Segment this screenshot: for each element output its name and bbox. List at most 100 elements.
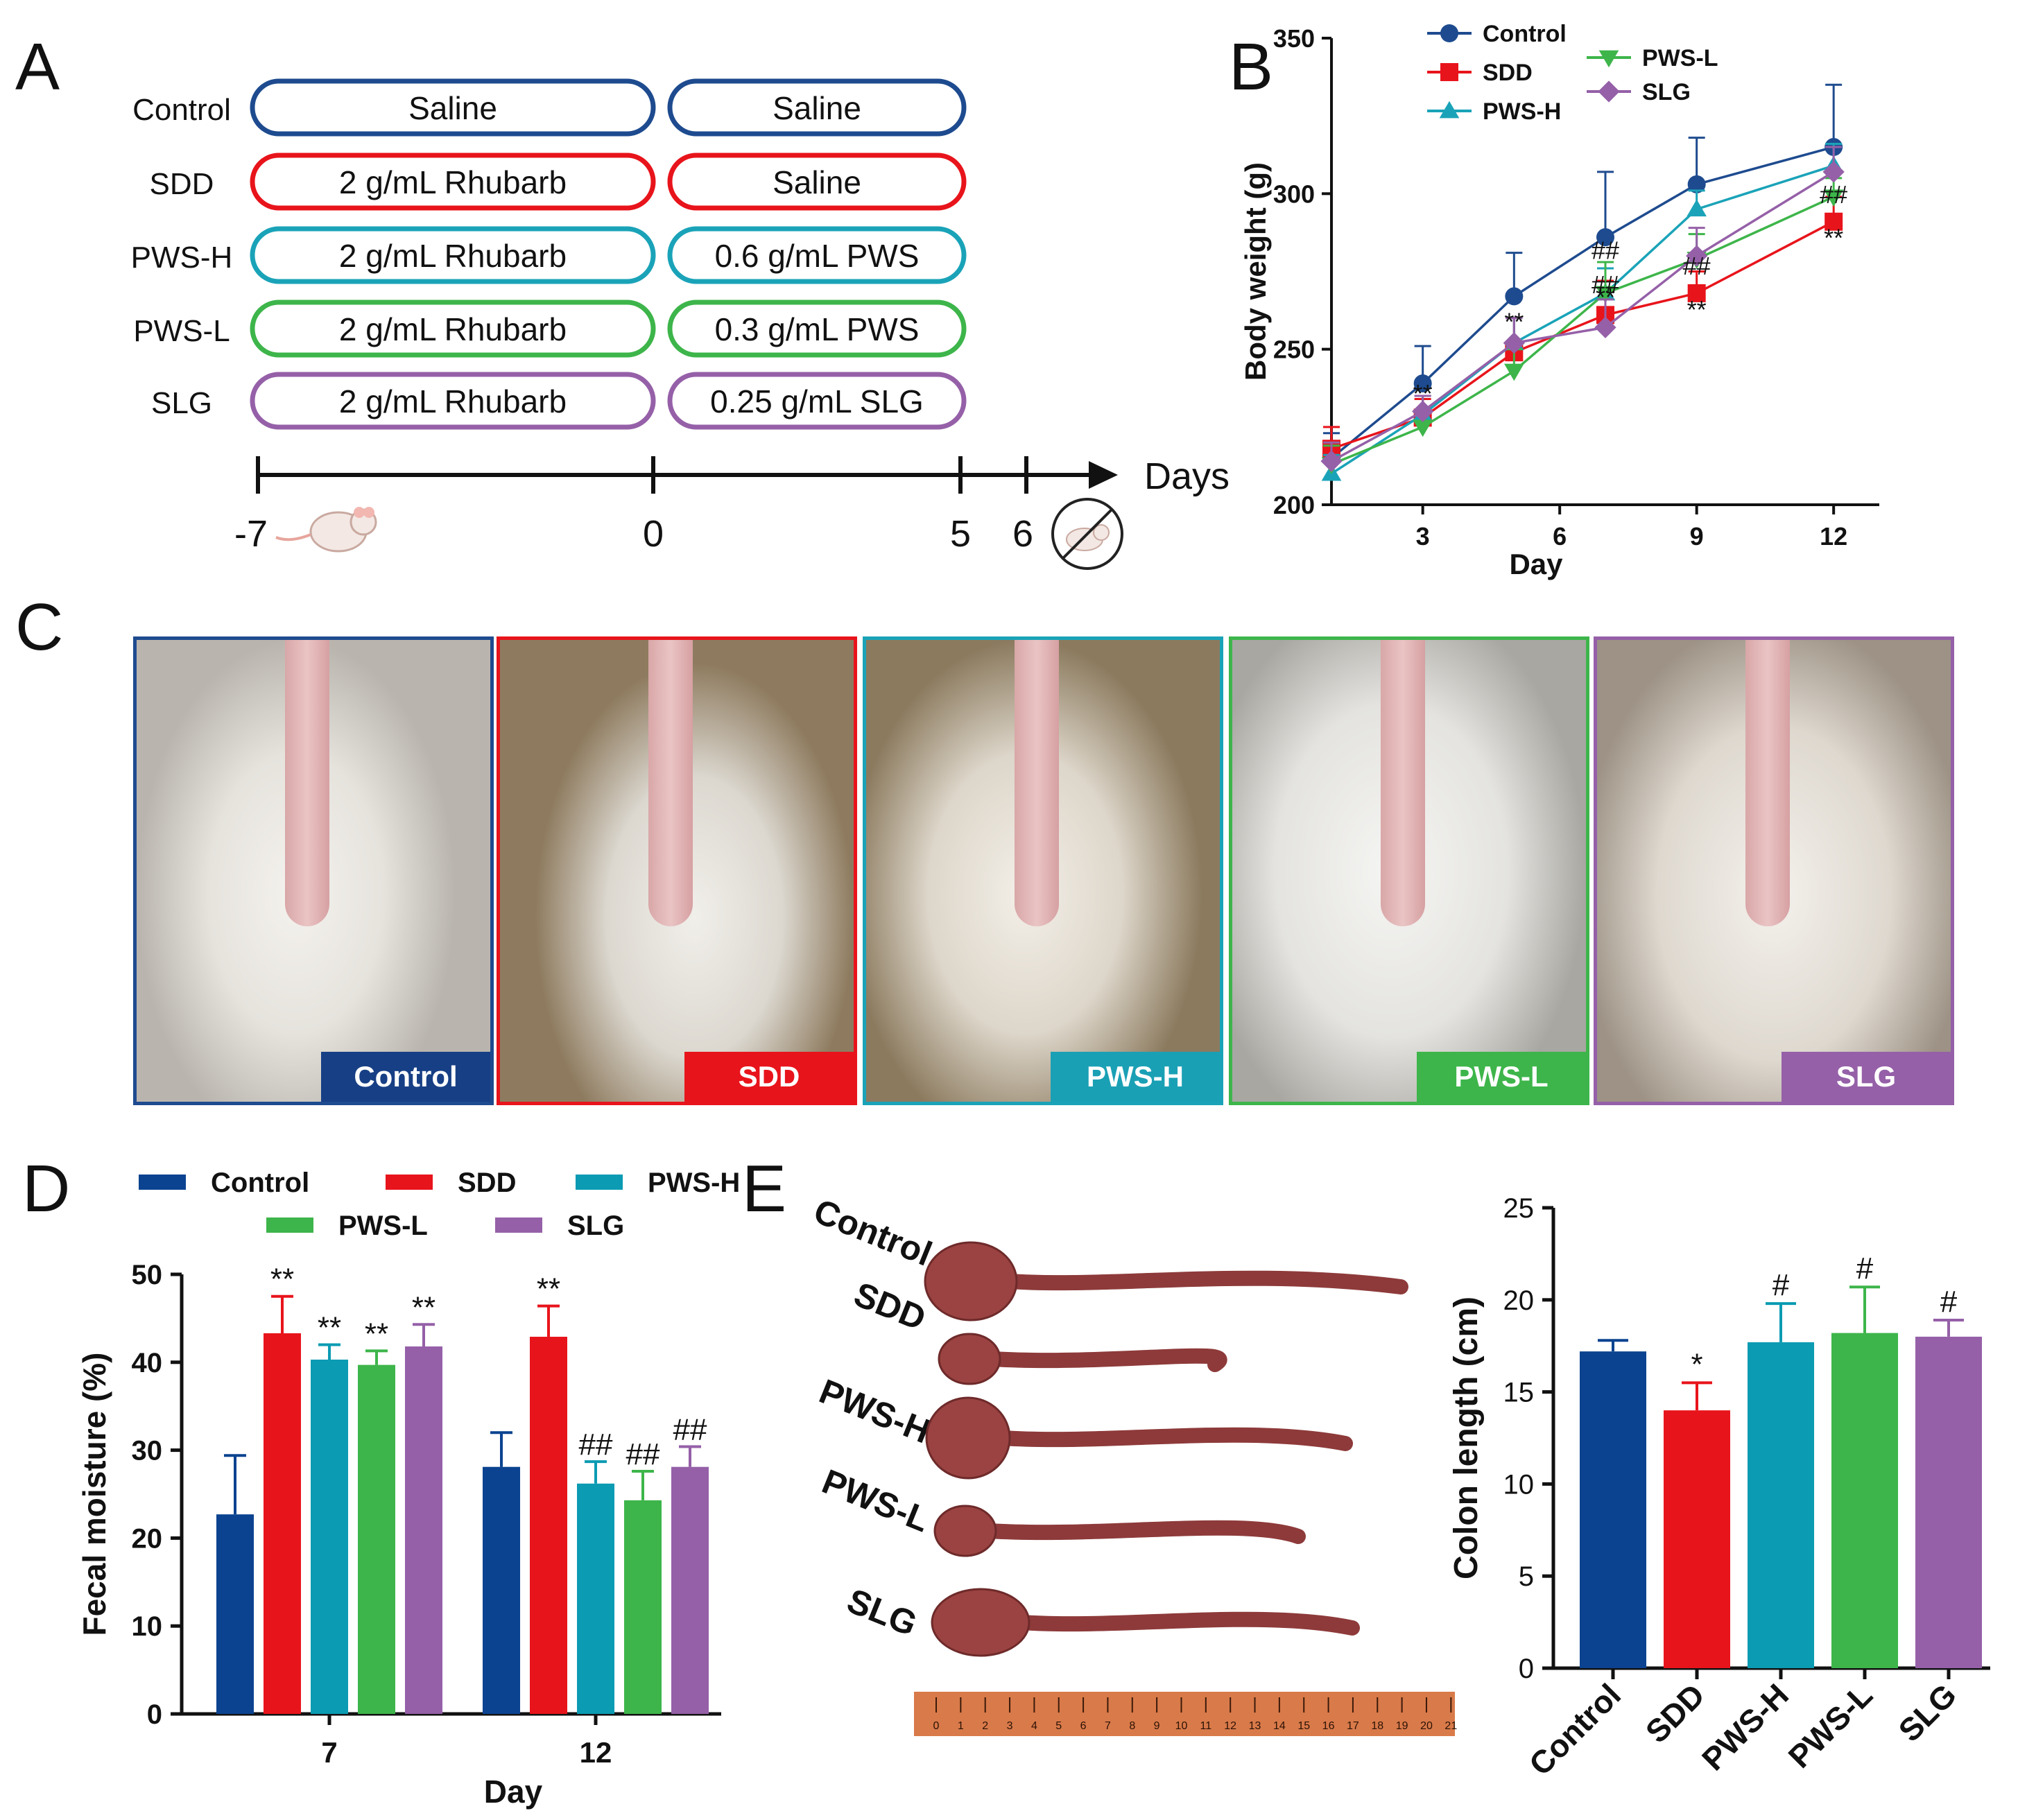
ruler-tick-label: 5 [1055,1720,1062,1732]
legend-item: SLG [1587,79,1691,105]
data-point [1504,363,1524,381]
data-point [1823,189,1844,207]
data-point [1595,286,1616,304]
phase2-pill [667,372,967,430]
bar [624,1500,662,1714]
photo-pws-h: PWS-H [863,636,1223,1105]
photo-sdd: SDD [497,636,857,1105]
group-label: SDD [150,167,214,201]
significance-mark: ** [1596,283,1615,311]
error-bar [1849,1285,1880,1333]
legend-item: Control [139,1168,309,1198]
significance-mark: ** [1504,308,1524,336]
phase2-pill [667,78,967,137]
legend-label: PWS-H [1483,98,1561,125]
data-point [1822,161,1845,183]
error-bar [490,1431,512,1467]
x-tick-label: Control [1522,1676,1628,1782]
error-bar [318,1343,340,1360]
ruler: 0 1 2 3 4 5 6 7 8 9 10 11 12 13 14 15 16 17 18 19 20 21 [914,1692,1457,1736]
timeline-tick: 5 [950,513,971,555]
y-tick-label: 15 [1503,1378,1535,1408]
data-point [1686,245,1708,267]
significance-mark: ** [537,1272,560,1306]
significance-mark: # [1940,1285,1958,1319]
colon-specimen [931,1588,1360,1657]
colon-label: SLG [842,1581,922,1643]
ruler-tick-label: 11 [1200,1720,1212,1732]
group-label: SLG [151,386,212,420]
bar [1664,1410,1730,1668]
panel-letter-d: D [22,1152,71,1226]
colon-specimen [925,1396,1353,1480]
phase1-pill [250,372,656,430]
y-axis-label: Fecal moisture (%) [76,1353,112,1636]
data-point [1413,419,1433,437]
timeline-tick: -7 [234,513,268,555]
ruler-tick-label: 19 [1396,1720,1408,1732]
legend-item: PWS-H [1427,98,1561,125]
bar [264,1333,301,1714]
phase2-text: 0.25 g/mL SLG [710,383,924,419]
significance-mark: ## [1592,236,1619,265]
colon-specimen [924,1241,1408,1321]
tail-shape [648,640,693,926]
y-tick-label: 250 [1273,336,1315,364]
significance-mark: ** [1687,295,1707,324]
group-label: Control [132,93,231,127]
ruler-tick-label: 13 [1249,1720,1261,1732]
ruler-tick-label: 18 [1371,1720,1383,1732]
error-bar [632,1470,654,1500]
x-tick-label: PWS-H [1695,1676,1795,1777]
timeline-tick: 0 [643,513,664,555]
significance-mark: ** [412,1290,435,1324]
ruler-tick-label: 6 [1080,1720,1087,1732]
ruler-tick-label: 16 [1322,1720,1335,1732]
significance-mark: * [1691,1347,1702,1381]
legend-item: PWS-H [576,1168,740,1198]
error-bar [1766,1302,1796,1342]
series-line [1331,196,1834,466]
y-tick-label: 20 [1503,1285,1535,1316]
error-bar [365,1349,388,1365]
y-tick-label: 350 [1273,24,1315,53]
data-point [1503,332,1525,354]
legend-item: SLG [495,1211,624,1241]
bar [311,1359,348,1714]
legend-item: PWS-L [1587,45,1718,71]
legend-item: SDD [1427,60,1533,86]
y-tick-label: 40 [132,1348,163,1378]
ruler-tick-label: 2 [982,1720,988,1732]
series-line [1331,220,1834,450]
bar [530,1337,567,1714]
bar [216,1514,254,1714]
error-bar [679,1445,701,1467]
colon-label: SDD [849,1274,931,1337]
colon-label: Control [809,1191,938,1274]
ruler-tick-label: 17 [1347,1720,1359,1732]
phase2-text: Saline [773,164,861,200]
panel-letter-c: C [15,590,64,664]
y-tick-label: 25 [1503,1193,1535,1224]
legend-label: SDD [1483,60,1533,86]
significance-mark: ** [1824,224,1843,252]
significance-mark: # [1772,1268,1790,1302]
photo-label: SLG [1782,1052,1951,1102]
legend-label: PWS-L [338,1211,428,1241]
legend-item: PWS-L [266,1211,428,1241]
series-control [1322,83,1843,467]
phase1-text: 2 g/mL Rhubarb [339,311,567,347]
x-tick-label: 6 [1553,522,1567,551]
phase2-pill [667,300,967,358]
tail-shape [285,640,330,926]
data-point [1687,284,1706,302]
phase2-text: 0.6 g/mL PWS [715,238,920,274]
tail-shape [1381,640,1426,926]
phase1-text: Saline [408,90,497,126]
phase2-text: 0.3 g/mL PWS [715,311,920,347]
y-tick-label: 0 [147,1699,162,1730]
phase1-text: 2 g/mL Rhubarb [339,383,567,419]
significance-mark: ## [1820,180,1847,209]
x-tick-label: PWS-L [1782,1676,1880,1775]
group-label: PWS-L [133,314,230,348]
